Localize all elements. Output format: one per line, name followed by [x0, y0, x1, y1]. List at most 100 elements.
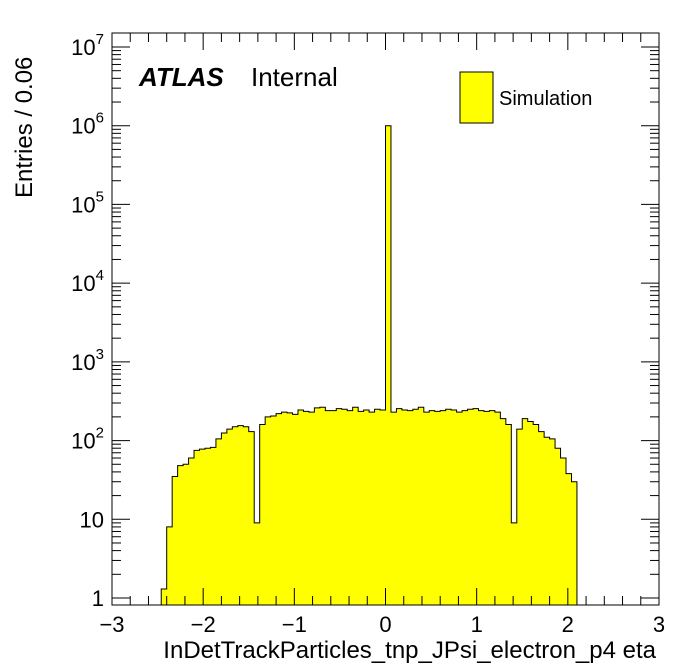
histogram-bin [549, 438, 556, 605]
histogram-bin [533, 424, 539, 605]
histogram-bin [237, 425, 244, 605]
histogram-bin [248, 431, 255, 605]
histogram-bin [210, 447, 217, 605]
y-tick-label: 1 [92, 586, 104, 611]
histogram-bin [215, 438, 222, 605]
y-tick-label: 105 [71, 188, 104, 217]
histogram-bin [566, 473, 572, 605]
x-tick-label: 2 [562, 612, 574, 637]
histogram-bin [473, 408, 479, 605]
histogram-bin [380, 409, 386, 605]
legend: Simulation [459, 71, 592, 124]
histogram-bin [352, 407, 359, 605]
histogram-bin [401, 409, 408, 605]
y-tick-label: 103 [71, 346, 104, 375]
atlas-label: ATLAS [138, 62, 224, 92]
histogram-bin [434, 411, 441, 605]
x-tick-label: −1 [282, 612, 307, 637]
legend-swatch [459, 71, 494, 124]
histogram-bin [226, 429, 233, 605]
y-tick-label: 10 [80, 507, 104, 532]
histogram-bin [527, 421, 534, 605]
histogram-bin [183, 464, 189, 605]
histogram-bin [276, 413, 282, 605]
histogram-bin [374, 409, 381, 605]
histogram-bin [412, 409, 419, 605]
y-tick-label: 106 [71, 110, 104, 139]
x-tick-label: 3 [653, 612, 665, 637]
histogram-bin [423, 412, 430, 605]
histogram-bin [555, 448, 561, 605]
histogram-bin [265, 416, 271, 605]
histogram-bin [308, 412, 315, 605]
x-tick-label: 1 [471, 612, 483, 637]
internal-label: Internal [251, 62, 338, 92]
histogram-bin [571, 481, 578, 605]
histogram-bin [440, 410, 446, 605]
histogram-bin [319, 407, 326, 605]
x-tick-labels: −3 −2 −1 0 1 2 3 [99, 612, 665, 637]
histogram-bin [505, 424, 512, 605]
histogram-bin [544, 437, 550, 605]
histogram-bin [188, 458, 195, 605]
histogram-bin [489, 410, 496, 605]
histogram-bin [390, 412, 397, 605]
histogram-bin [177, 465, 184, 605]
histogram-bin [259, 424, 266, 605]
x-tick-label: −2 [191, 612, 216, 637]
histogram-bin [445, 409, 452, 605]
histogram-bin [325, 410, 332, 605]
histogram-bin [522, 418, 529, 605]
legend-label-simulation: Simulation [499, 88, 592, 110]
histogram-bin [385, 125, 392, 606]
histogram-bin [336, 408, 343, 605]
histogram-bin [358, 411, 364, 605]
histogram-bin [330, 410, 337, 605]
histogram-bin [418, 407, 425, 605]
histogram-bin [303, 411, 310, 605]
histogram-bin [483, 411, 490, 605]
histogram-bin [172, 476, 178, 605]
histogram-bin [194, 450, 200, 605]
histogram-bin [500, 418, 507, 605]
histogram-bin [560, 458, 567, 605]
histogram-bin [221, 432, 228, 605]
x-tick-label: 0 [379, 612, 391, 637]
histogram-bin [199, 449, 206, 605]
histogram-bin [456, 412, 463, 605]
histogram-bin [347, 410, 353, 605]
histogram-bin [478, 410, 485, 605]
histogram-bin [243, 426, 250, 605]
histogram-bars [160, 125, 578, 606]
histogram-bin [270, 416, 277, 605]
x-axis-title: InDetTrackParticles_tnp_JPsi_electron_p4… [163, 637, 656, 664]
histogram-bin [281, 412, 288, 605]
histogram-bin [494, 412, 501, 605]
y-axis-title: Entries / 0.06 [11, 57, 38, 198]
x-tick-label: −3 [99, 612, 124, 637]
y-tick-label: 102 [71, 425, 104, 454]
histogram-bin [369, 412, 375, 605]
histogram-bin [204, 448, 211, 605]
plot-frame [111, 32, 660, 606]
histogram-bin [511, 522, 518, 605]
y-tick-label: 107 [71, 31, 104, 60]
histogram-bin [407, 410, 414, 605]
histogram-bin [161, 589, 167, 605]
histogram-bin [467, 409, 474, 605]
y-tick-labels: 1 10 102 103 104 105 106 107 [71, 31, 104, 611]
y-tick-label: 104 [71, 267, 104, 296]
histogram-bin [292, 414, 299, 605]
histogram-bin [396, 408, 403, 605]
histogram-bin [297, 409, 304, 605]
histogram-bin [516, 429, 523, 605]
histogram-bin [363, 409, 370, 605]
histogram-outline [160, 125, 578, 605]
axis-ticks [111, 33, 660, 605]
histogram-bin [166, 526, 173, 605]
histogram-bin [254, 522, 260, 605]
histogram-bin [462, 410, 468, 605]
histogram-bin [341, 409, 348, 605]
histogram-bin [538, 431, 545, 605]
